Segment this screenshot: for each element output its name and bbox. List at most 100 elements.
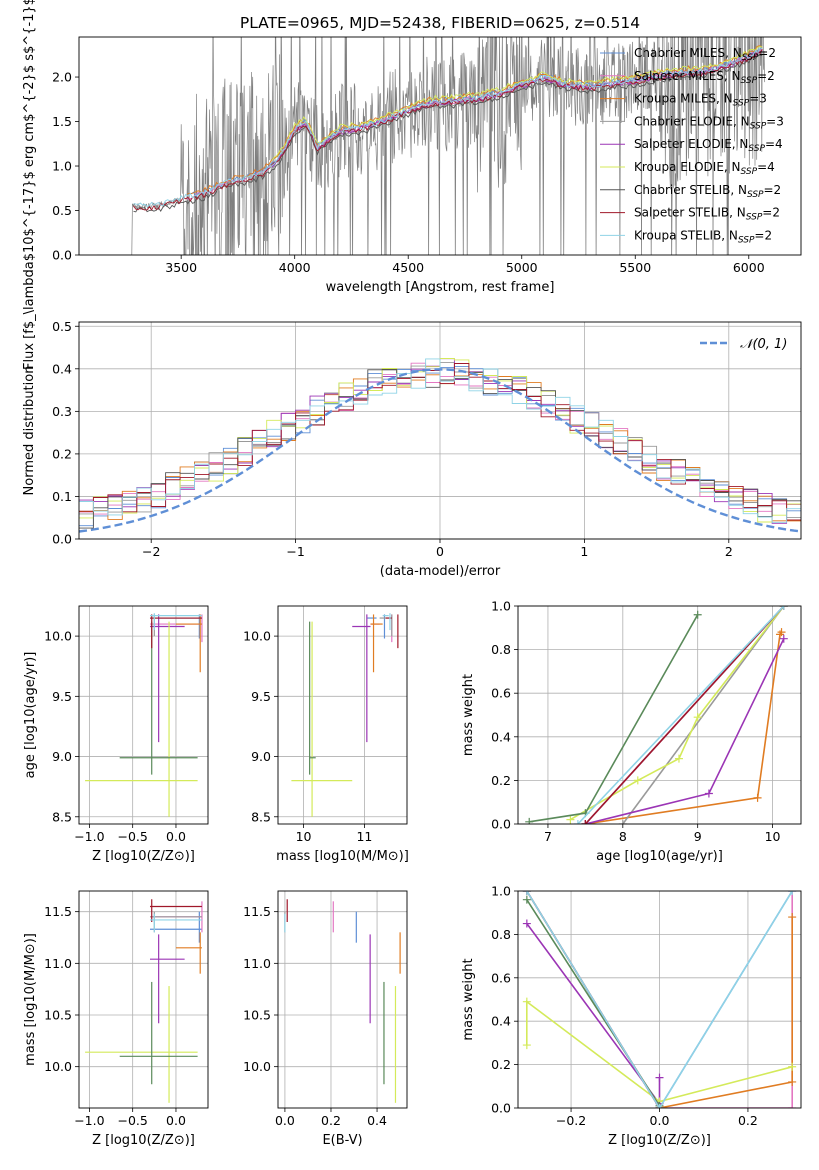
data-point	[522, 895, 531, 904]
x-tick-label: −2	[142, 544, 160, 559]
x-tick-label: 2	[725, 544, 733, 559]
legend-label: Kroupa MILES, NSSP=3	[634, 92, 767, 109]
x-axis-label: Z [log10(Z/Z⊙)]	[92, 1133, 195, 1148]
model-spectrum-line	[133, 54, 763, 213]
data-point	[788, 1077, 797, 1086]
axes-frame	[78, 321, 802, 540]
plot-area	[79, 358, 801, 533]
series-line	[585, 631, 783, 824]
plot-area	[291, 613, 399, 817]
x-tick-label: 11	[356, 829, 372, 844]
legend-label: Kroupa ELODIE, NSSP=4	[634, 160, 775, 177]
data-point	[693, 713, 702, 722]
observed-spectrum	[97, 37, 766, 255]
data-point	[581, 820, 590, 824]
legend-label: Chabrier MILES, NSSP=2	[634, 46, 776, 63]
figure-title: PLATE=0965, MJD=52438, FIBERID=0625, z=0…	[240, 14, 640, 32]
y-tick-label: 1.0	[491, 884, 511, 899]
y-tick-label: 10.0	[243, 1059, 271, 1074]
legend-label-subscript: SSP	[750, 121, 767, 131]
y-tick-label: 0.4	[491, 1014, 511, 1029]
series-line	[526, 891, 793, 1108]
x-axis-label: wavelength [Angstrom, rest frame]	[326, 280, 555, 295]
plot-area	[85, 613, 203, 817]
x-tick-label: 10	[765, 829, 781, 844]
x-tick-label: −1	[286, 544, 304, 559]
axes-frame	[78, 36, 802, 256]
legend-label-subscript: SSP	[746, 213, 763, 223]
normal-curve	[79, 368, 801, 533]
legend-label-subscript: SSP	[747, 190, 764, 200]
plot-area	[97, 37, 766, 255]
legend-label-subscript: SSP	[738, 235, 755, 245]
y-tick-label: 1.5	[52, 114, 72, 129]
y-tick-label: 0.0	[52, 248, 72, 263]
x-tick-label: −1.0	[74, 829, 104, 844]
legend-label-text: Salpeter MILES, N	[634, 69, 741, 83]
data-point	[777, 628, 786, 637]
y-tick-label: 11.5	[243, 904, 271, 919]
legend-label-subscript: SSP	[741, 76, 758, 86]
y-tick-label: 0.6	[491, 686, 511, 701]
x-tick-label: 10	[296, 829, 312, 844]
x-tick-label: 9	[694, 829, 702, 844]
data-point	[753, 793, 762, 802]
legend-label-subscript: SSP	[748, 144, 765, 154]
y-tick-label: 0.5	[52, 203, 72, 218]
legend: 𝒩(0, 1)	[700, 337, 787, 352]
plot-area	[85, 899, 203, 1103]
x-tick-label: 6000	[733, 260, 765, 275]
x-tick-label: 0.0	[275, 1113, 295, 1128]
y-tick-label: 2.0	[52, 70, 72, 85]
y-tick-label: 0.2	[491, 1057, 511, 1072]
x-tick-label: 1	[580, 544, 588, 559]
cum-mass-vs-Z-panel: −0.2 0.0 0.2 0.0 0.2 0.4 0.6 0.8 1.0 Z [log10(Z/Z…	[461, 884, 802, 1148]
y-tick-label: 0.8	[491, 927, 511, 942]
data-point	[522, 919, 531, 928]
x-tick-label: −0.5	[117, 829, 147, 844]
y-axis-label: Flux [f$_\lambda$10$^{-17}$ erg cm$^{-2}…	[22, 0, 37, 370]
x-axis-label: Z [log10(Z/Z⊙)]	[92, 849, 195, 864]
y-tick-label: 8.5	[52, 809, 72, 824]
y-tick-label: 11.5	[44, 904, 72, 919]
plot-area	[525, 606, 788, 824]
y-tick-label: 0.4	[491, 729, 511, 744]
axes-frame	[78, 890, 209, 1109]
data-point	[788, 1104, 797, 1108]
y-tick-label: 10.0	[44, 629, 72, 644]
legend-label-count: =3	[766, 114, 784, 128]
data-point	[618, 820, 627, 824]
x-tick-label: 4000	[279, 260, 311, 275]
axes-frame	[517, 890, 802, 1109]
data-point	[522, 891, 531, 895]
data-point	[674, 754, 683, 763]
legend-label-subscript: SSP	[741, 167, 758, 177]
legend-label-count: =2	[757, 69, 775, 83]
x-tick-label: 0	[436, 544, 444, 559]
y-tick-label: 11.0	[243, 956, 271, 971]
y-tick-label: 0.2	[491, 773, 511, 788]
y-tick-label: 0.0	[52, 532, 72, 547]
data-point	[633, 776, 642, 785]
x-tick-label: 5000	[506, 260, 538, 275]
legend-label: Salpeter STELIB, NSSP=2	[634, 206, 780, 223]
data-point	[788, 891, 797, 895]
y-tick-label: 10.5	[243, 1008, 271, 1023]
legend-label: 𝒩(0, 1)	[740, 337, 787, 352]
x-tick-label: 0.2	[738, 1113, 758, 1128]
x-axis-label: (data-model)/error	[380, 564, 501, 579]
x-tick-label: 0.2	[321, 1113, 341, 1128]
legend-label-subscript: SSP	[742, 53, 759, 63]
y-tick-label: 10.0	[44, 1059, 72, 1074]
x-axis-label: mass [log10(M/M⊙)]	[276, 849, 409, 864]
y-tick-label: 9.0	[251, 749, 271, 764]
axes-frame	[277, 605, 408, 825]
data-point	[525, 817, 534, 824]
axes-frame	[78, 605, 209, 825]
plot-area	[284, 899, 401, 1103]
legend-label-count: =4	[757, 160, 775, 174]
legend-label: Chabrier ELODIE, NSSP=3	[634, 114, 784, 131]
data-point	[573, 820, 582, 824]
